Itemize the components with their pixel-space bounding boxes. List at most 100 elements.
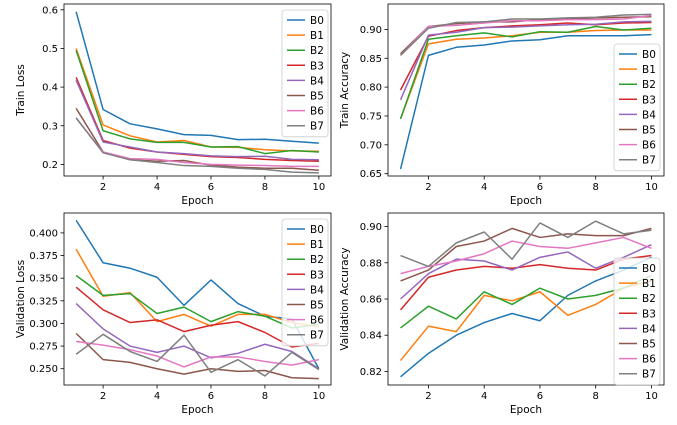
x-tick-label: 2 bbox=[100, 182, 106, 193]
y-axis-label: Train Accuracy bbox=[339, 52, 351, 129]
series-line-B4 bbox=[75, 79, 319, 161]
x-tick-label: 6 bbox=[537, 182, 543, 193]
y-tick-label: 0.84 bbox=[360, 331, 382, 342]
x-axis-label: Epoch bbox=[510, 404, 542, 416]
legend-label-B5: B5 bbox=[310, 91, 324, 103]
y-tick-label: 0.4 bbox=[42, 83, 58, 94]
x-tick-label: 2 bbox=[425, 182, 431, 193]
x-tick-label: 8 bbox=[262, 391, 268, 402]
legend: B0 B1 B2 B3 B4 B5 B6 B7 bbox=[613, 43, 661, 172]
legend-box bbox=[281, 218, 329, 347]
legend-label-B3: B3 bbox=[642, 94, 656, 106]
legend-label-B0: B0 bbox=[310, 15, 324, 27]
legend-label-B7: B7 bbox=[642, 369, 656, 381]
legend-label-B4: B4 bbox=[310, 284, 324, 296]
chart-panel-1: 2 4 6 8 10 0.2 0.3 0.4 0.5 0.6 Epoch Train Loss B0 B1… bbox=[15, 3, 332, 207]
legend-label-B7: B7 bbox=[642, 155, 656, 167]
y-axis-label: Train Loss bbox=[15, 64, 27, 117]
y-axis-label: Validation Accuracy bbox=[339, 247, 351, 350]
chart-panel-2: 2 4 6 8 10 0.65 0.70 0.75 0.80 0.85 0.90 Epoch Train… bbox=[339, 3, 665, 207]
legend-label-B6: B6 bbox=[642, 140, 656, 152]
legend-label-B0: B0 bbox=[642, 49, 656, 61]
series-line-B7 bbox=[400, 13, 652, 56]
series-line-B5 bbox=[400, 227, 652, 282]
legend-label-B2: B2 bbox=[642, 293, 656, 305]
y-tick-label: 0.350 bbox=[29, 274, 58, 285]
legend-label-B0: B0 bbox=[642, 263, 656, 275]
y-tick-label: 0.6 bbox=[42, 5, 58, 16]
x-axis-label: Epoch bbox=[181, 195, 213, 207]
series-line-B6 bbox=[400, 236, 652, 275]
legend: B0 B1 B2 B3 B4 B5 B6 B7 bbox=[281, 9, 329, 138]
legend: B0 B1 B2 B3 B4 B5 B6 B7 bbox=[281, 218, 329, 347]
x-tick-label: 4 bbox=[154, 182, 160, 193]
y-tick-label: 0.70 bbox=[360, 140, 382, 151]
legend-label-B5: B5 bbox=[310, 300, 324, 312]
legend-label-B4: B4 bbox=[310, 75, 324, 87]
y-tick-label: 0.2 bbox=[42, 160, 58, 171]
x-tick-label: 4 bbox=[154, 391, 160, 402]
legend-label-B5: B5 bbox=[642, 125, 656, 137]
legend-label-B1: B1 bbox=[642, 278, 656, 290]
chart-panel-3: 2 4 6 8 10 0.250 0.275 0.300 0.325 0.350 0.375 0.40… bbox=[15, 212, 332, 416]
legend-label-B7: B7 bbox=[310, 121, 324, 133]
y-tick-label: 0.3 bbox=[42, 121, 58, 132]
x-tick-label: 8 bbox=[593, 182, 599, 193]
legend-label-B1: B1 bbox=[642, 64, 656, 76]
series-line-B3 bbox=[75, 286, 319, 348]
chart-panel-4: 2 4 6 8 10 0.82 0.84 0.86 0.88 0.90 Epoch Validatio… bbox=[339, 212, 665, 416]
legend-label-B6: B6 bbox=[310, 106, 324, 118]
x-tick-label: 8 bbox=[593, 391, 599, 402]
series-line-B4 bbox=[399, 20, 652, 101]
legend-label-B2: B2 bbox=[310, 254, 324, 266]
y-axis-label: Validation Loss bbox=[15, 260, 27, 338]
y-tick-label: 0.90 bbox=[360, 25, 382, 36]
axes-frame bbox=[387, 3, 665, 177]
y-tick-label: 0.82 bbox=[360, 367, 382, 378]
series-line-B5 bbox=[75, 332, 319, 380]
x-tick-label: 6 bbox=[208, 391, 214, 402]
y-tick-label: 0.250 bbox=[29, 364, 58, 375]
series-line-B3 bbox=[399, 254, 652, 311]
y-tick-label: 0.86 bbox=[360, 295, 382, 306]
legend-label-B2: B2 bbox=[642, 79, 656, 91]
x-tick-label: 10 bbox=[645, 391, 658, 402]
y-tick-label: 0.5 bbox=[42, 44, 58, 55]
x-tick-label: 4 bbox=[481, 391, 487, 402]
series-line-B6 bbox=[75, 117, 319, 168]
x-tick-label: 10 bbox=[645, 182, 658, 193]
series-line-B2 bbox=[75, 50, 319, 155]
legend-label-B3: B3 bbox=[642, 308, 656, 320]
x-tick-label: 8 bbox=[262, 182, 268, 193]
y-tick-label: 0.325 bbox=[29, 296, 58, 307]
series-line-B0 bbox=[399, 33, 652, 170]
legend-label-B2: B2 bbox=[310, 45, 324, 57]
x-axis-label: Epoch bbox=[181, 404, 213, 416]
series-line-B4 bbox=[400, 243, 652, 300]
y-tick-label: 0.75 bbox=[360, 111, 382, 122]
x-tick-label: 6 bbox=[537, 391, 543, 402]
series-line-B2 bbox=[75, 274, 319, 329]
legend-label-B1: B1 bbox=[310, 239, 324, 251]
series-line-B4 bbox=[75, 302, 320, 370]
legend-label-B6: B6 bbox=[642, 354, 656, 366]
legend-box bbox=[281, 9, 329, 138]
y-tick-label: 0.375 bbox=[29, 251, 58, 262]
y-tick-label: 0.300 bbox=[29, 319, 58, 330]
series-line-B0 bbox=[75, 219, 320, 370]
x-tick-label: 10 bbox=[312, 391, 325, 402]
legend-box bbox=[613, 43, 661, 172]
series-line-B7 bbox=[400, 220, 652, 268]
x-tick-label: 10 bbox=[312, 182, 325, 193]
axes-frame bbox=[63, 3, 332, 177]
series-line-B2 bbox=[400, 274, 652, 329]
y-tick-label: 0.80 bbox=[360, 83, 382, 94]
x-axis-label: Epoch bbox=[510, 195, 542, 207]
series-line-B2 bbox=[399, 25, 652, 120]
legend-label-B3: B3 bbox=[310, 269, 324, 281]
axes-frame bbox=[63, 212, 332, 386]
series-line-B1 bbox=[75, 48, 319, 153]
y-tick-label: 0.90 bbox=[360, 222, 382, 233]
legend-label-B7: B7 bbox=[310, 330, 324, 342]
